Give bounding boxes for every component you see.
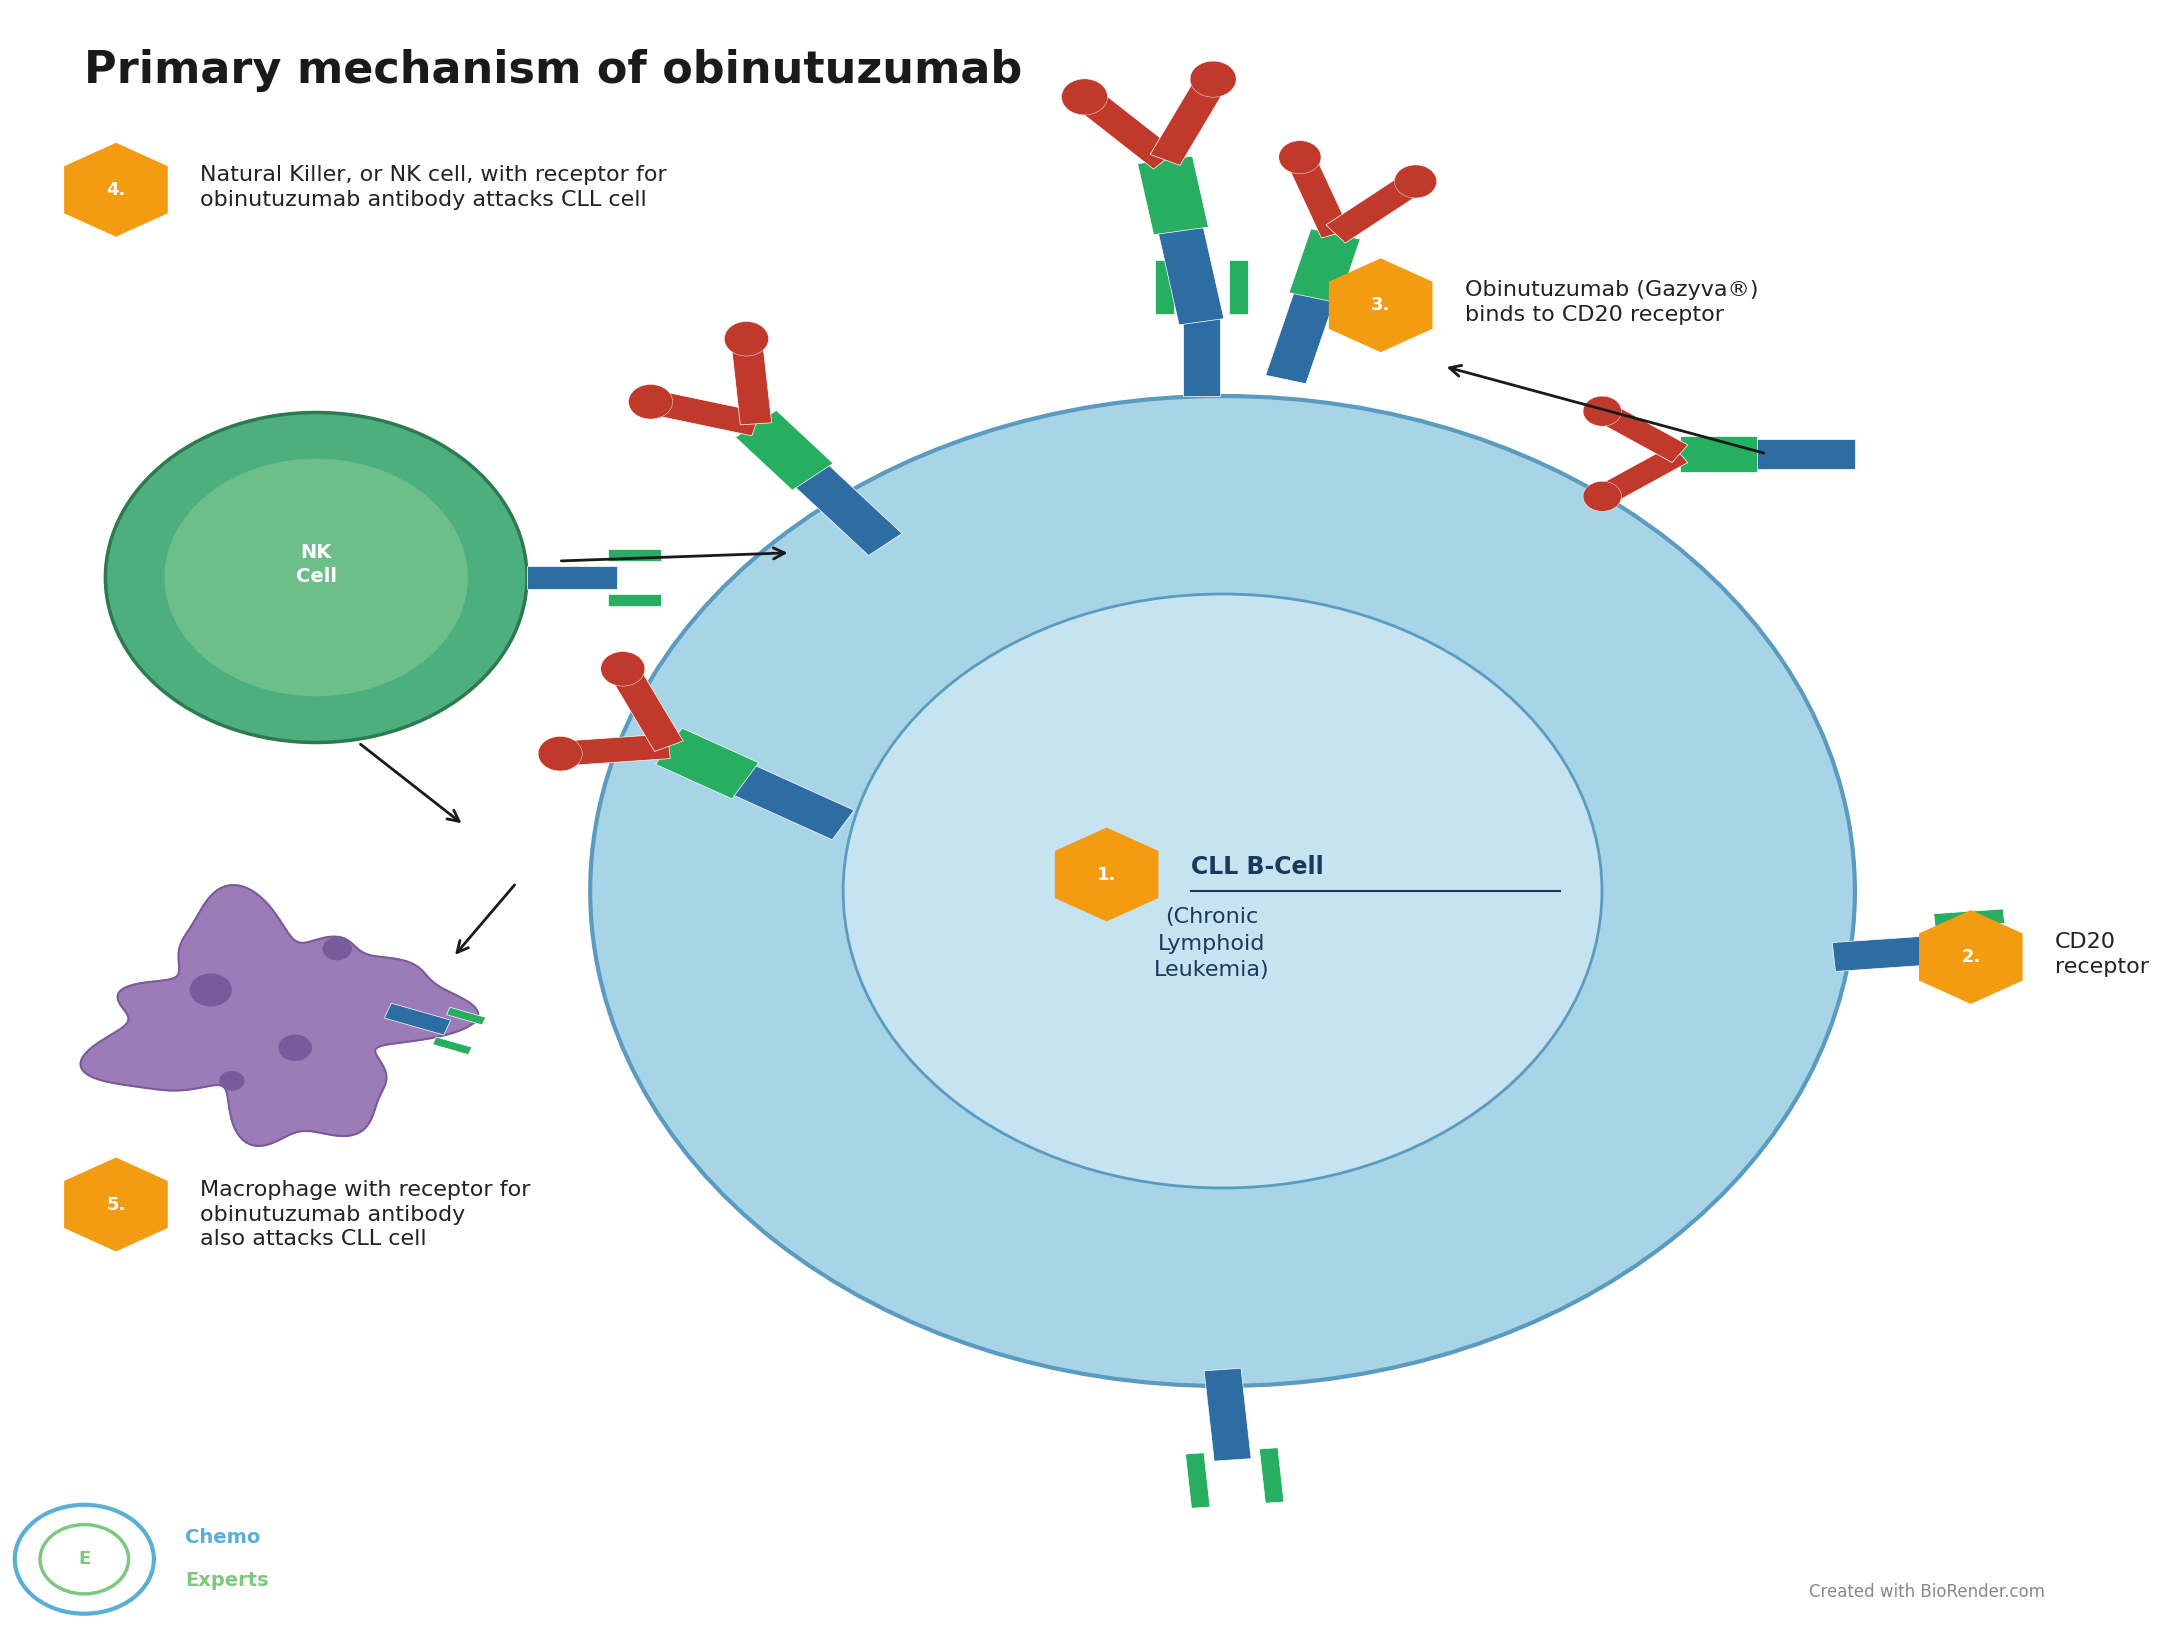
Circle shape bbox=[1583, 482, 1622, 512]
Text: Obinutuzumab (Gazyva®)
binds to CD20 receptor: Obinutuzumab (Gazyva®) binds to CD20 rec… bbox=[1464, 280, 1758, 325]
Text: Chemo: Chemo bbox=[186, 1528, 261, 1548]
Polygon shape bbox=[1074, 87, 1177, 168]
Text: 3.: 3. bbox=[1372, 297, 1391, 314]
Text: Primary mechanism of obinutuzumab: Primary mechanism of obinutuzumab bbox=[84, 50, 1022, 92]
Text: CD20
receptor: CD20 receptor bbox=[2054, 932, 2149, 977]
Polygon shape bbox=[1186, 1452, 1210, 1508]
Text: 4.: 4. bbox=[106, 182, 125, 198]
Polygon shape bbox=[432, 1038, 471, 1054]
Circle shape bbox=[842, 594, 1603, 1188]
Text: (Chronic
Lymphoid
Leukemia): (Chronic Lymphoid Leukemia) bbox=[1153, 908, 1270, 980]
Text: 5.: 5. bbox=[106, 1196, 125, 1213]
Circle shape bbox=[590, 396, 1855, 1386]
Polygon shape bbox=[559, 734, 670, 766]
Polygon shape bbox=[730, 338, 771, 426]
Circle shape bbox=[164, 459, 469, 696]
Circle shape bbox=[106, 412, 527, 742]
Polygon shape bbox=[1326, 173, 1426, 243]
Polygon shape bbox=[1266, 279, 1339, 384]
Polygon shape bbox=[1149, 74, 1229, 165]
Polygon shape bbox=[1940, 967, 2011, 987]
Polygon shape bbox=[1229, 259, 1248, 314]
Text: Created with BioRender.com: Created with BioRender.com bbox=[1808, 1584, 2046, 1600]
Polygon shape bbox=[1680, 436, 1756, 472]
Circle shape bbox=[1061, 79, 1108, 116]
Polygon shape bbox=[1933, 909, 2004, 929]
Polygon shape bbox=[1156, 259, 1173, 314]
Polygon shape bbox=[527, 566, 616, 589]
Text: Macrophage with receptor for
obinutuzumab antibody
also attacks CLL cell: Macrophage with receptor for obinutuzuma… bbox=[201, 1180, 531, 1249]
Polygon shape bbox=[80, 884, 477, 1147]
Text: 1.: 1. bbox=[1097, 866, 1117, 883]
Polygon shape bbox=[1832, 934, 1950, 972]
Text: Experts: Experts bbox=[186, 1571, 270, 1591]
Circle shape bbox=[1583, 396, 1622, 426]
Polygon shape bbox=[1156, 211, 1225, 325]
Polygon shape bbox=[65, 144, 166, 236]
Circle shape bbox=[629, 384, 672, 419]
Text: 2.: 2. bbox=[1961, 949, 1981, 965]
Circle shape bbox=[279, 1035, 311, 1061]
Polygon shape bbox=[1739, 439, 1855, 469]
Polygon shape bbox=[717, 757, 853, 840]
Circle shape bbox=[1190, 61, 1236, 97]
Polygon shape bbox=[384, 1003, 451, 1035]
Polygon shape bbox=[1594, 403, 1687, 462]
Polygon shape bbox=[607, 549, 661, 561]
Polygon shape bbox=[1594, 446, 1687, 505]
Polygon shape bbox=[1285, 153, 1350, 238]
Polygon shape bbox=[1056, 828, 1158, 921]
Polygon shape bbox=[1920, 911, 2022, 1003]
Polygon shape bbox=[737, 411, 834, 490]
Circle shape bbox=[538, 736, 583, 771]
Circle shape bbox=[600, 652, 646, 686]
Circle shape bbox=[1279, 140, 1322, 173]
Polygon shape bbox=[1138, 157, 1207, 234]
Polygon shape bbox=[609, 663, 683, 751]
Polygon shape bbox=[1331, 259, 1432, 351]
Polygon shape bbox=[1259, 1447, 1283, 1503]
Polygon shape bbox=[65, 1158, 166, 1251]
Text: E: E bbox=[78, 1551, 91, 1568]
Text: NK
Cell: NK Cell bbox=[296, 543, 337, 586]
Text: Natural Killer, or NK cell, with receptor for
obinutuzumab antibody attacks CLL : Natural Killer, or NK cell, with recepto… bbox=[201, 165, 667, 210]
Polygon shape bbox=[1290, 229, 1361, 304]
Polygon shape bbox=[1203, 1368, 1251, 1462]
Polygon shape bbox=[646, 389, 760, 436]
Circle shape bbox=[322, 937, 352, 960]
Polygon shape bbox=[657, 728, 758, 799]
Circle shape bbox=[218, 1071, 244, 1091]
Polygon shape bbox=[447, 1006, 486, 1025]
Polygon shape bbox=[607, 594, 661, 606]
Circle shape bbox=[1395, 165, 1436, 198]
Polygon shape bbox=[782, 454, 903, 556]
Circle shape bbox=[724, 322, 769, 356]
Text: CLL B-Cell: CLL B-Cell bbox=[1190, 855, 1324, 879]
Circle shape bbox=[190, 974, 231, 1006]
Polygon shape bbox=[1184, 305, 1220, 396]
